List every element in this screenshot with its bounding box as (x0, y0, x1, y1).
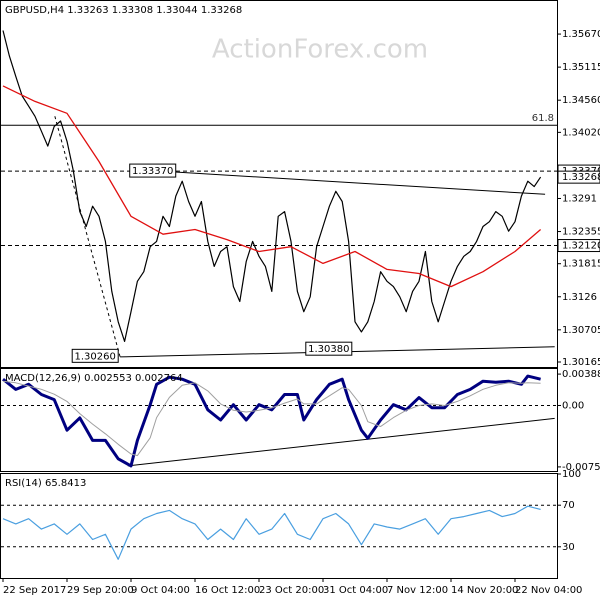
y-tick-label: 1.34560 (562, 95, 600, 106)
price-label: 1.32120 (562, 241, 600, 252)
series-line (2, 30, 542, 342)
x-tick-label: 7 Nov 12:00 (387, 585, 448, 596)
price-label: 1.33268 (562, 172, 600, 183)
annotation-box (129, 163, 177, 178)
y-tick-label: 1.34020 (562, 127, 600, 138)
annotation-label: 1.33370 (132, 166, 173, 177)
y-tick-label: 1.35670 (562, 29, 600, 40)
x-tick-label: 22 Sep 2017 (3, 585, 66, 596)
annotation-box (305, 341, 353, 356)
panel-frame (0, 0, 558, 368)
series-line (2, 85, 542, 288)
annotation-label: 1.30380 (308, 344, 349, 355)
y-tick-label: 0.00 (562, 400, 584, 411)
trend-line (129, 168, 546, 195)
y-tick-label: 100 (562, 469, 581, 480)
x-tick-label: 9 Oct 04:00 (131, 585, 190, 596)
y-tick-label: 1.30705 (562, 325, 600, 336)
annotation-label: 1.30260 (75, 351, 116, 362)
fib-label: 61.8 (532, 113, 554, 124)
watermark: ActionForex.com (212, 35, 428, 65)
y-tick-label: 70 (562, 500, 575, 511)
x-tick-label: 29 Sep 20:00 (67, 585, 134, 596)
annotation-box (71, 348, 119, 363)
trend-line (54, 116, 121, 358)
y-tick-label: 1.30165 (562, 357, 600, 368)
y-tick-label: 1.32355 (562, 227, 600, 238)
x-tick-label: 14 Nov 20:00 (451, 585, 518, 596)
series-line (2, 505, 541, 560)
trend-line (127, 417, 555, 467)
price-label-box (557, 170, 600, 184)
panel-title: RSI(14) 65.8413 (5, 478, 86, 489)
panel-frame (0, 368, 558, 472)
x-tick-label: 31 Oct 04:00 (323, 585, 388, 596)
y-tick-label: 1.3291 (562, 193, 597, 204)
y-tick-label: 1.35115 (562, 62, 600, 73)
x-tick-label: 16 Oct 12:00 (195, 585, 260, 596)
y-tick-label: 0.003881 (562, 369, 600, 380)
panel-frame (0, 473, 558, 579)
panel-title: MACD(12,26,9) 0.002553 0.002764 (5, 373, 183, 384)
y-tick-label: -0.007594 (562, 462, 600, 473)
y-tick-label: 30 (562, 542, 575, 553)
y-tick-label: 1.31815 (562, 259, 600, 270)
series-line (2, 380, 541, 457)
panel-title: GBPUSD,H4 1.33263 1.33308 1.33044 1.3326… (5, 5, 242, 16)
series-line (2, 374, 541, 468)
y-tick-label: 1.3126 (562, 292, 597, 303)
x-tick-label: 22 Nov 04:00 (515, 585, 582, 596)
price-label-box (557, 239, 600, 253)
x-tick-label: 23 Oct 20:00 (259, 585, 324, 596)
